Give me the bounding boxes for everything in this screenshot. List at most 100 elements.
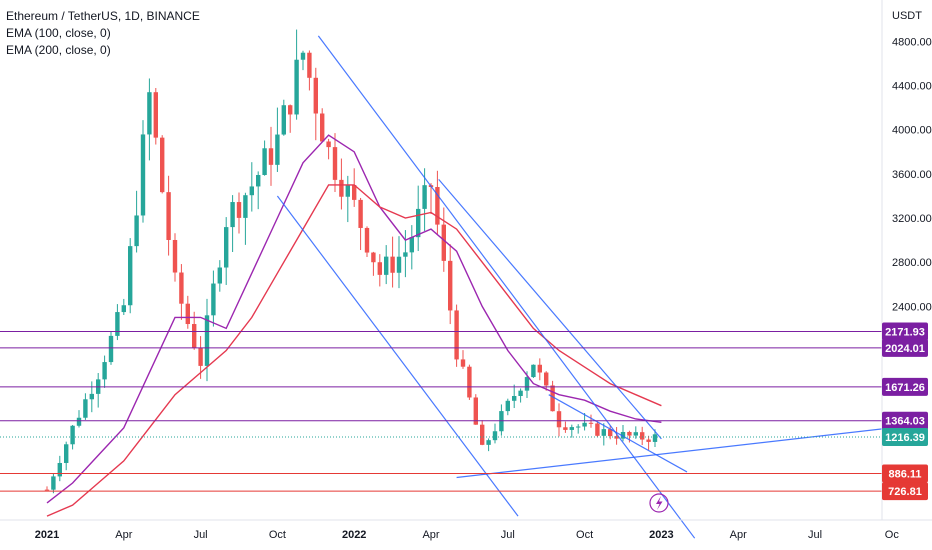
time-tick-label: 2022: [342, 529, 366, 541]
price-tick-label: 2800.00: [892, 257, 932, 269]
candle-body: [281, 105, 286, 135]
level-tag: [882, 482, 928, 501]
candle-body: [614, 436, 619, 439]
candle-body: [569, 427, 574, 430]
candle-body: [492, 431, 498, 441]
candle-body: [550, 385, 555, 412]
candle-body: [64, 444, 69, 463]
candle-body: [204, 315, 210, 366]
candle-body: [51, 476, 56, 490]
candle-body: [108, 335, 114, 363]
candle-body: [512, 395, 517, 401]
candle-body: [537, 364, 542, 373]
level-tag: [882, 338, 928, 357]
candle-body: [448, 260, 453, 311]
candle-body: [505, 400, 510, 412]
candle-body: [403, 252, 408, 257]
candle-body: [371, 252, 376, 263]
candle-body: [185, 303, 190, 325]
candle-body: [358, 199, 363, 228]
time-tick-label: Apr: [730, 529, 747, 541]
candle-body: [409, 237, 414, 253]
candle-body: [275, 134, 280, 165]
candle-body: [345, 185, 350, 197]
candle-body: [256, 174, 261, 187]
candle-body: [601, 429, 606, 436]
time-tick-label: 2023: [649, 529, 673, 541]
candle-body: [166, 192, 171, 240]
candle-body: [454, 310, 459, 360]
candles-layer: [44, 29, 658, 494]
price-tick-label: 4800.00: [892, 36, 932, 48]
symbol-title[interactable]: Ethereum / TetherUS, 1D, BINANCE: [6, 9, 200, 23]
candle-body: [294, 59, 299, 115]
ema100-legend[interactable]: EMA (100, close, 0): [6, 26, 111, 40]
candle-body: [249, 186, 254, 196]
price-axis: 4800.00 4400.00 4000.00 3600.00 3200.00 2800.…: [892, 36, 932, 313]
candle-body: [633, 432, 638, 436]
price-tick-label: 3600.00: [892, 169, 932, 181]
candle-body: [441, 224, 446, 261]
candle-body: [179, 272, 184, 304]
candle-body: [224, 227, 229, 268]
level-tag-label: 2024.01: [885, 343, 925, 355]
event-marker-icon[interactable]: [649, 493, 669, 513]
candle-body: [236, 202, 242, 218]
candle-body: [352, 185, 357, 200]
level-tag-label: 886.11: [888, 468, 921, 480]
candle-body: [518, 390, 523, 396]
candle-body: [268, 148, 274, 165]
ema200-line: [46, 184, 662, 517]
time-tick-label: Jul: [501, 529, 515, 541]
ema-layer: [46, 134, 662, 517]
candle-body: [153, 92, 158, 138]
horizontal-levels-layer: [0, 331, 882, 492]
candle-body: [588, 422, 594, 424]
candle-body: [620, 431, 626, 439]
candle-body: [364, 227, 370, 253]
trendlines-layer: [276, 35, 892, 539]
time-tick-label: Oc: [885, 529, 900, 541]
time-tick-label: Jul: [808, 529, 822, 541]
time-tick-label: Oct: [576, 529, 593, 541]
trendline: [276, 195, 519, 517]
time-tick-label: Jul: [194, 529, 208, 541]
ema200-legend[interactable]: EMA (200, close, 0): [6, 43, 111, 57]
candle-body: [57, 462, 62, 477]
candle-body: [652, 434, 658, 442]
candle-body: [646, 439, 651, 442]
candle-body: [396, 256, 402, 273]
candle-body: [44, 489, 50, 491]
level-tag: [882, 411, 928, 430]
candle-body: [524, 377, 530, 391]
level-tag: [882, 428, 928, 447]
candle-body: [313, 77, 318, 114]
level-tag-label: 726.81: [888, 486, 922, 498]
ema100-line: [46, 134, 662, 504]
candle-body: [576, 426, 581, 428]
candle-body: [544, 372, 549, 386]
time-tick-label: 2021: [35, 529, 59, 541]
trendline: [438, 179, 662, 440]
candle-body: [160, 137, 165, 193]
trendline: [317, 35, 696, 539]
candle-body: [262, 148, 267, 175]
candle-body: [243, 195, 248, 218]
level-tag-label: 1364.03: [885, 416, 925, 428]
candle-body: [608, 429, 613, 437]
candle-body: [300, 52, 306, 60]
candle-body: [435, 186, 440, 225]
chart-legend: Ethereum / TetherUS, 1D, BINANCE EMA (10…: [6, 8, 200, 59]
level-tag-label: 1216.39: [885, 432, 925, 444]
level-tag-label: 1671.26: [885, 382, 925, 394]
candle-body: [627, 431, 632, 436]
candle-body: [480, 424, 485, 445]
candle-body: [556, 411, 562, 428]
time-tick-label: Oct: [269, 529, 286, 541]
candle-body: [134, 215, 139, 247]
candle-body: [416, 208, 421, 238]
candle-body: [128, 246, 133, 306]
candle-body: [102, 362, 107, 380]
level-tags-layer: 2171.93 2024.01 1671.26 1364.03 1216.39 886.1…: [882, 322, 928, 501]
